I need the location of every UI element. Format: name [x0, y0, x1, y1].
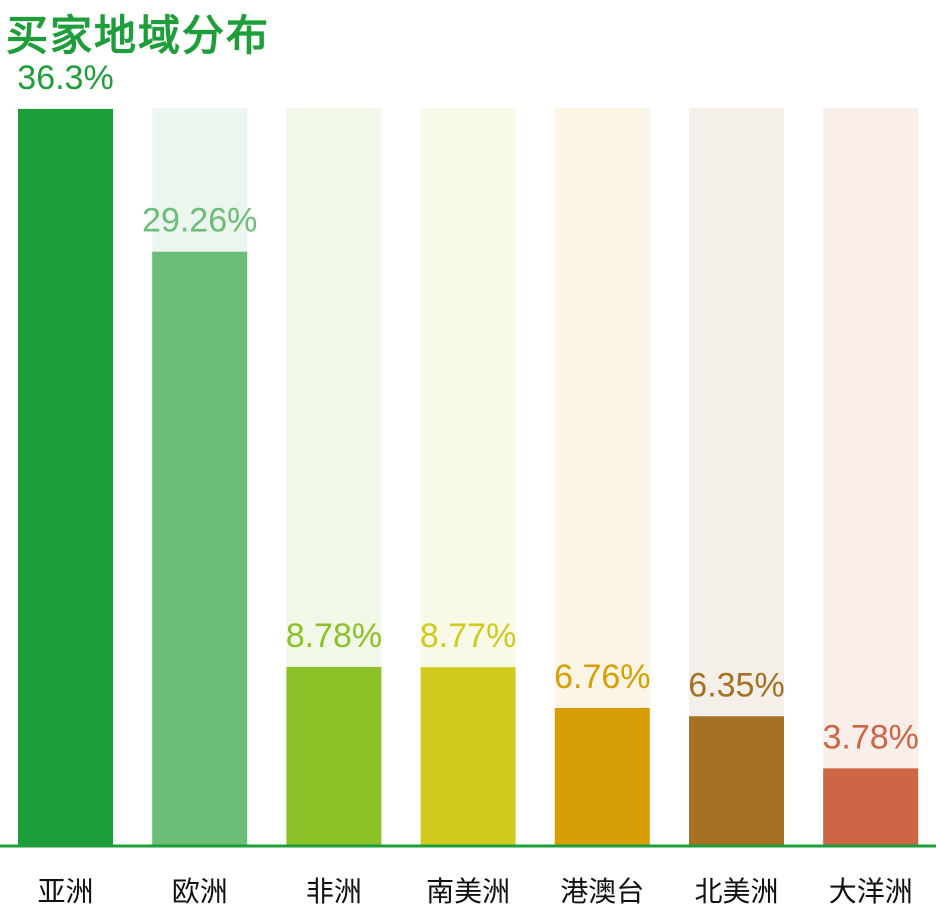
bar	[18, 109, 113, 845]
chart-title: 买家地域分布	[6, 11, 271, 60]
bar	[420, 667, 516, 845]
value-label: 3.78%	[822, 718, 918, 756]
value-label: 29.26%	[142, 202, 257, 240]
category-label: 亚洲	[37, 875, 93, 908]
category-label: 欧洲	[172, 875, 228, 908]
category-label: 北美洲	[694, 875, 778, 908]
bar	[152, 251, 248, 846]
category-label: 南美洲	[426, 875, 510, 908]
value-label: 8.77%	[420, 617, 516, 655]
value-label: 8.78%	[286, 617, 382, 655]
bar	[286, 666, 382, 845]
bar-track	[823, 108, 919, 845]
bar	[689, 716, 784, 845]
value-label: 36.3%	[17, 59, 113, 97]
value-label: 6.76%	[554, 658, 650, 696]
bar	[554, 707, 650, 845]
category-label: 非洲	[306, 875, 362, 908]
bar	[823, 768, 919, 845]
category-label: 港澳台	[560, 875, 644, 908]
value-label: 6.35%	[688, 666, 784, 704]
category-label: 大洋洲	[829, 875, 913, 908]
